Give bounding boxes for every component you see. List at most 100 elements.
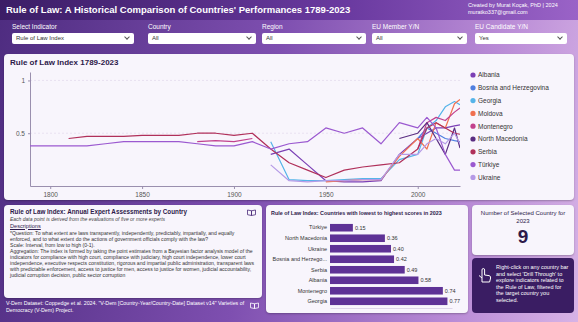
legend-label[interactable]: Serbia [478, 148, 497, 155]
footer-source: V-Dem Dataset: Coppedge et al. 2024. "V-… [6, 300, 246, 313]
dropdown-value[interactable]: All [266, 35, 273, 41]
category-label: Serbia [311, 267, 328, 273]
legend-label[interactable]: Türkiye [478, 161, 500, 169]
chart-title: Rule of Law Index: Countries with lowest… [271, 210, 442, 216]
legend-item[interactable]: Ukraine [470, 174, 500, 181]
legend-swatch[interactable] [470, 136, 475, 141]
credit-email: muratko337@gmail.com [468, 9, 558, 16]
bar[interactable] [330, 224, 353, 232]
dropdown-chevron[interactable] [557, 34, 563, 40]
filter[interactable]: Select Indicator Rule of Law Index [12, 23, 134, 49]
x-tick-label: 2000 [411, 191, 426, 198]
legend-swatch[interactable] [470, 98, 475, 103]
dropdown[interactable]: All [148, 33, 256, 44]
x-tick-label: 1800 [43, 191, 58, 198]
category-axis: TürkiyeNorth MacedoniaUkraineBosnia and … [273, 224, 328, 304]
category-label: Georgia [307, 298, 328, 304]
description-text: *Question: To what extent are laws trans… [10, 230, 256, 242]
legend-item[interactable]: Bosnia and Herzegovina [470, 84, 549, 92]
legend-label[interactable]: North Macedonia [478, 135, 528, 142]
category-tick: Albania [309, 277, 328, 283]
legend-swatch[interactable] [470, 149, 475, 154]
legend-item[interactable]: Georgia [470, 97, 501, 105]
dropdown-value[interactable]: Rule of Law Index [16, 35, 64, 41]
line-chart: Rule of Law Index 1789-20231800185019001… [4, 54, 574, 200]
legend-item[interactable]: Montenegro [470, 123, 513, 131]
legend-swatch[interactable] [470, 175, 475, 180]
legend-label[interactable]: Moldova [478, 110, 503, 117]
legend-label[interactable]: Georgia [478, 97, 502, 105]
x-tick-label: 1900 [227, 191, 242, 198]
bar-chart: Rule of Law Index: Countries with lowest… [266, 205, 468, 313]
bar[interactable] [330, 245, 391, 253]
value-axis-line [331, 308, 453, 309]
dropdown-chevron[interactable] [457, 34, 463, 40]
legend-swatch[interactable] [470, 85, 475, 90]
category-tick: Ukraine [308, 245, 327, 251]
filter[interactable]: RegionAll [262, 23, 366, 49]
legend-label[interactable]: Bosnia and Herzegovina [478, 84, 549, 92]
kpi-value: 9 [472, 225, 574, 249]
filter[interactable]: EU Candidate Y/NYes [475, 23, 567, 49]
filter-label: Select Indicator [12, 23, 134, 30]
dropdown-chevron[interactable] [246, 34, 252, 40]
data-label: 0.40 [393, 246, 404, 252]
x-axis-line [31, 186, 461, 187]
bars [330, 224, 447, 305]
legend-swatch[interactable] [470, 111, 475, 116]
bar[interactable] [330, 255, 394, 263]
category-tick: Türkiye [309, 224, 327, 230]
data-label: 0.42 [396, 256, 407, 262]
series-line [69, 123, 460, 178]
legend-item[interactable]: Albania [470, 71, 500, 78]
dropdown-chevron[interactable] [124, 34, 130, 40]
legend-label[interactable]: Ukraine [478, 174, 501, 181]
legend-item[interactable]: North Macedonia [470, 135, 527, 142]
series-line [399, 123, 460, 155]
y-tick: 0.5 [16, 130, 30, 137]
legend-item[interactable]: Türkiye [470, 161, 499, 169]
description-panel: Rule of Law Index: Annual Expert Assessm… [4, 205, 262, 298]
bar[interactable] [330, 266, 405, 274]
filter[interactable]: EU Member Y/N All [372, 23, 467, 49]
y-tick-label: 1 [21, 77, 25, 84]
y-tick-label: 0.5 [16, 130, 25, 137]
x-tick: 2000 [411, 186, 426, 198]
legend-swatch[interactable] [470, 162, 475, 167]
legend-swatch[interactable] [470, 124, 475, 129]
dropdown-value[interactable]: All [376, 35, 383, 41]
legend-swatch[interactable] [470, 72, 475, 77]
y-tick-mark [28, 133, 30, 134]
legend-label[interactable]: Montenegro [478, 123, 513, 131]
bar[interactable] [330, 234, 385, 242]
legend-label[interactable]: Albania [478, 71, 500, 78]
page-title: Rule of Law: A Historical Comparison of … [6, 4, 350, 15]
category-label: Albania [309, 277, 328, 283]
data-label: 0.36 [387, 235, 398, 241]
line-panel: Rule of Law Index 1789-20231800185019001… [4, 54, 574, 200]
dropdown[interactable]: Rule of Law Index [12, 33, 134, 44]
dropdown-value[interactable]: All [152, 35, 159, 41]
filter-label: EU Member Y/N [372, 23, 467, 30]
dropdown-chevron[interactable] [356, 34, 362, 40]
series-line [30, 117, 460, 170]
value-axis [331, 308, 453, 309]
kpi-label: Number of Selected Country for 2023 [472, 205, 574, 225]
legend-item[interactable]: Moldova [470, 110, 503, 117]
dropdown-value[interactable]: Yes [479, 35, 489, 41]
dropdown[interactable]: All [262, 33, 366, 44]
filter[interactable]: CountryAll [148, 23, 256, 49]
panel-subtitle: Each data point is derived from the eval… [10, 216, 256, 223]
category-tick: Georgia [307, 298, 328, 304]
data-label: 0.58 [420, 277, 431, 283]
bar[interactable] [330, 276, 418, 284]
y-tick-mark [28, 80, 30, 81]
x-tick: 1900 [227, 186, 242, 198]
grid [30, 80, 460, 133]
credit-name: Created by Murat Koçak, PhD | 2024 [468, 2, 558, 9]
dropdown[interactable]: All [372, 33, 467, 44]
bar[interactable] [330, 297, 447, 305]
bar[interactable] [330, 287, 443, 295]
legend-item[interactable]: Serbia [470, 148, 497, 155]
dropdown[interactable]: Yes [475, 33, 567, 44]
